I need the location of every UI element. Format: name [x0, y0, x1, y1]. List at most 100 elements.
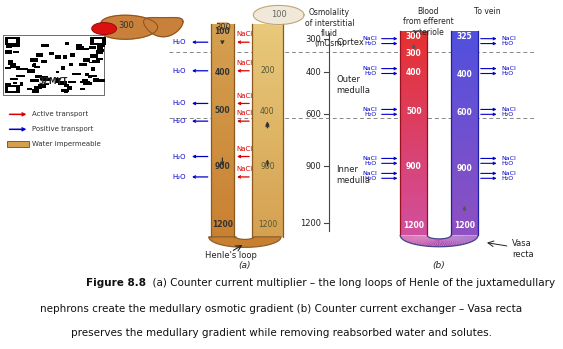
Text: 900: 900: [215, 162, 230, 171]
Text: H₂O: H₂O: [364, 41, 377, 46]
Polygon shape: [439, 239, 441, 247]
Polygon shape: [400, 150, 427, 154]
Polygon shape: [450, 237, 476, 240]
Polygon shape: [451, 121, 478, 125]
Polygon shape: [252, 46, 283, 51]
Polygon shape: [450, 237, 475, 240]
Text: NaCl: NaCl: [236, 31, 252, 37]
FancyBboxPatch shape: [99, 50, 104, 52]
Polygon shape: [144, 17, 183, 37]
Polygon shape: [451, 88, 478, 92]
Polygon shape: [400, 231, 427, 236]
Polygon shape: [252, 152, 283, 157]
Polygon shape: [447, 238, 467, 244]
Polygon shape: [211, 178, 234, 184]
Polygon shape: [451, 64, 478, 68]
Polygon shape: [446, 238, 466, 244]
FancyBboxPatch shape: [85, 73, 89, 76]
Text: 400: 400: [260, 107, 275, 116]
FancyBboxPatch shape: [30, 79, 39, 82]
Polygon shape: [211, 104, 234, 110]
Polygon shape: [400, 154, 427, 158]
Text: 300: 300: [119, 21, 135, 30]
Text: H₂O: H₂O: [364, 112, 377, 117]
FancyBboxPatch shape: [13, 82, 17, 84]
Polygon shape: [451, 35, 478, 39]
Text: 1200: 1200: [212, 220, 233, 229]
FancyBboxPatch shape: [5, 67, 11, 69]
Text: NaCl: NaCl: [502, 36, 516, 41]
Polygon shape: [400, 199, 427, 203]
FancyBboxPatch shape: [64, 84, 69, 87]
Polygon shape: [444, 238, 458, 246]
FancyBboxPatch shape: [99, 79, 105, 82]
FancyBboxPatch shape: [96, 50, 102, 54]
Polygon shape: [211, 157, 234, 163]
Polygon shape: [211, 51, 234, 56]
FancyBboxPatch shape: [68, 86, 72, 90]
Text: 900: 900: [305, 162, 321, 171]
Text: H₂O: H₂O: [502, 176, 514, 181]
Text: H₂O: H₂O: [173, 174, 186, 180]
Polygon shape: [211, 189, 234, 194]
FancyBboxPatch shape: [79, 64, 87, 66]
Polygon shape: [211, 205, 234, 210]
Polygon shape: [211, 40, 234, 46]
Polygon shape: [449, 237, 472, 242]
Text: Figure 8.8: Figure 8.8: [86, 279, 146, 288]
Polygon shape: [451, 170, 478, 174]
Polygon shape: [451, 227, 478, 231]
Polygon shape: [450, 236, 477, 238]
FancyBboxPatch shape: [8, 39, 16, 43]
FancyBboxPatch shape: [41, 60, 47, 63]
Polygon shape: [252, 115, 283, 120]
FancyBboxPatch shape: [94, 39, 102, 43]
Polygon shape: [400, 109, 427, 113]
Polygon shape: [252, 35, 283, 40]
Polygon shape: [211, 94, 234, 99]
Polygon shape: [211, 30, 234, 35]
FancyBboxPatch shape: [75, 44, 82, 46]
Polygon shape: [211, 62, 234, 67]
Polygon shape: [400, 80, 427, 84]
Text: To vein: To vein: [473, 7, 501, 16]
Polygon shape: [211, 115, 234, 120]
FancyBboxPatch shape: [8, 87, 16, 91]
Text: Active transport: Active transport: [32, 111, 88, 117]
Polygon shape: [211, 173, 234, 178]
Polygon shape: [430, 239, 437, 246]
Polygon shape: [451, 101, 478, 105]
Text: NaCl: NaCl: [502, 66, 516, 71]
Polygon shape: [451, 113, 478, 117]
Text: 900: 900: [406, 162, 422, 171]
Polygon shape: [211, 110, 234, 115]
FancyBboxPatch shape: [33, 63, 36, 65]
Circle shape: [92, 23, 117, 35]
Polygon shape: [400, 211, 427, 215]
Text: (a) Counter current multiplier – the long loops of Henle of the juxtamedullary: (a) Counter current multiplier – the lon…: [146, 279, 556, 288]
Text: H₂O: H₂O: [173, 68, 186, 74]
Polygon shape: [445, 238, 460, 245]
FancyBboxPatch shape: [72, 73, 81, 75]
Polygon shape: [252, 200, 283, 205]
Text: 400: 400: [457, 70, 472, 79]
Polygon shape: [437, 239, 439, 247]
Polygon shape: [252, 104, 283, 110]
Polygon shape: [400, 101, 427, 105]
Polygon shape: [451, 92, 478, 97]
Text: Osmolality
of interstitial
fluid
(mOsm): Osmolality of interstitial fluid (mOsm): [305, 8, 354, 49]
FancyBboxPatch shape: [27, 69, 35, 73]
Polygon shape: [400, 186, 427, 191]
FancyBboxPatch shape: [70, 53, 75, 57]
FancyBboxPatch shape: [5, 82, 11, 86]
Text: 100: 100: [215, 27, 230, 36]
Polygon shape: [400, 203, 427, 207]
Polygon shape: [427, 239, 436, 246]
Polygon shape: [400, 138, 427, 142]
Polygon shape: [400, 68, 427, 72]
Polygon shape: [401, 236, 427, 238]
Text: 500: 500: [215, 106, 230, 115]
Polygon shape: [451, 44, 478, 47]
Polygon shape: [413, 238, 432, 244]
Polygon shape: [252, 94, 283, 99]
